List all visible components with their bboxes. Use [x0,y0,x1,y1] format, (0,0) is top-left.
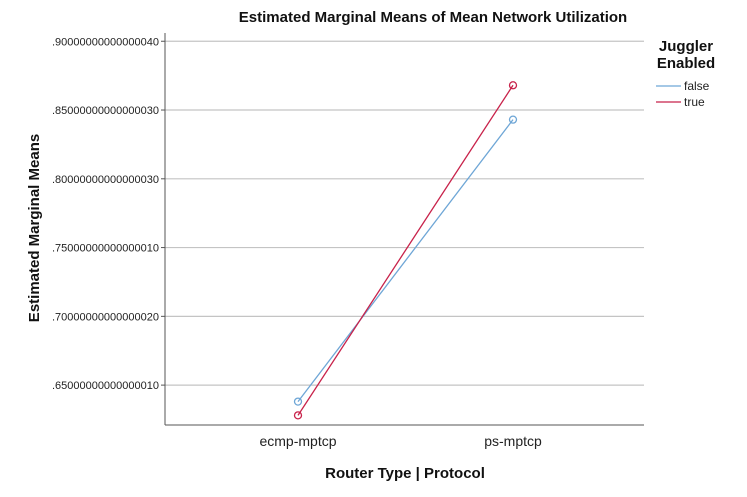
data-point [508,81,518,90]
series-lines [293,81,518,420]
x-tick-label: ps-mptcp [484,433,542,449]
legend-label: true [684,95,705,109]
series-true [293,81,518,420]
y-tick-label: .65000000000000010 [52,380,159,392]
gridlines [165,40,644,386]
y-tick-label: .85000000000000030 [52,105,159,117]
series-line [297,84,514,416]
series-false [293,115,518,406]
y-axis-title: Estimated Marginal Means [26,134,43,322]
y-tick-label: .90000000000000040 [52,36,159,48]
chart-title: Estimated Marginal Means of Mean Network… [239,9,627,26]
legend: Juggler Enabled false true [656,38,715,109]
x-axis-ticks: ecmp-mptcp ps-mptcp [259,433,542,449]
y-axis-ticks: .90000000000000040 .85000000000000030 .800… [52,36,165,392]
legend-item-false: false [656,79,710,93]
axes [164,33,644,426]
legend-title-line-1: Juggler [659,38,713,55]
y-tick-label: .80000000000000030 [52,174,159,186]
y-tick-label: .75000000000000010 [52,243,159,255]
x-axis-title: Router Type | Protocol [325,465,485,482]
legend-label: false [684,79,710,93]
y-tick-label: .70000000000000020 [52,311,159,323]
legend-item-true: true [656,95,705,109]
x-tick-label: ecmp-mptcp [259,433,336,449]
legend-items: false true [656,79,710,109]
legend-title-line-2: Enabled [657,55,715,72]
series-line [297,119,514,403]
data-point [508,115,518,124]
data-point [293,397,303,406]
data-point [293,411,303,420]
